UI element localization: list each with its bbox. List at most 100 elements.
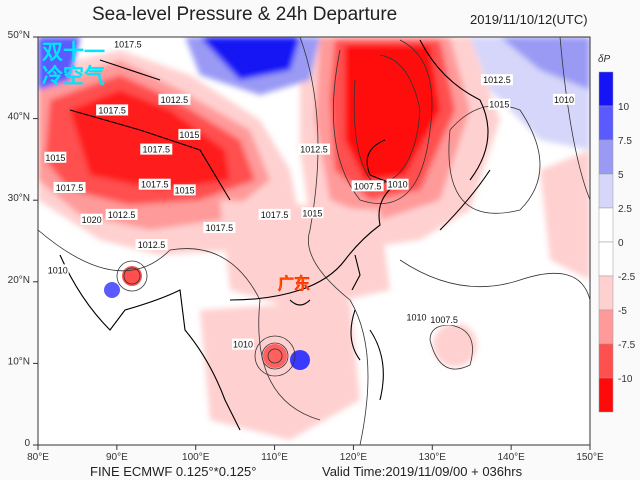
contour-label-bg — [46, 264, 69, 276]
colorbar-swatch — [598, 241, 614, 277]
contour-label-bg — [405, 311, 428, 323]
lon-tick-label: 100°E — [182, 452, 210, 463]
contour-label: 1015 — [45, 153, 65, 163]
contour-label-bg — [351, 180, 384, 192]
contour-label-bg — [488, 98, 511, 110]
region-annotation: 广东 — [278, 274, 310, 293]
colorbar-swatch — [598, 139, 614, 175]
contour-label: 1012.5 — [300, 145, 328, 155]
contour-label: 1017.5 — [261, 210, 289, 220]
contour-label: 1012.5 — [161, 95, 189, 105]
contour-label: 1015 — [489, 100, 509, 110]
departure-field: 1017.5 1012.5 1017.5 1015 1015 1017.5 1017.5 10… — [38, 37, 590, 445]
lon-tick-label: 110°E — [261, 452, 288, 463]
contour-label-bg — [80, 213, 103, 225]
colorbar-tick-label: 10 — [618, 102, 630, 113]
contour-label: 1010 — [233, 340, 253, 350]
cold-air-annotation: 双十一冷空气 — [42, 40, 105, 88]
colorbar-swatch — [598, 71, 614, 107]
contour-label: 1010 — [406, 313, 426, 323]
lat-tick-label: 10°N — [8, 356, 30, 367]
contour-label-bg — [258, 208, 291, 220]
valid-time-label: Valid Time:2019/11/09/00 + 036hrs — [322, 464, 523, 479]
lon-tick-label: 120°E — [340, 452, 368, 463]
contour-label: 1012.5 — [108, 210, 136, 220]
contour-label: 1015 — [302, 208, 322, 218]
contour-label: 1017.5 — [141, 180, 169, 190]
lon-tick-label: 90°E — [106, 452, 128, 463]
contour-label-bg — [428, 314, 461, 326]
colorbar-swatch — [598, 207, 614, 243]
positive-anomaly-spot — [290, 350, 310, 370]
positive-anomaly-spot — [104, 282, 120, 298]
colorbar: 10 7.5 5 2.5 0 -2.5 -5 -7.5 -10 — [598, 71, 636, 413]
lat-tick-label: 20°N — [8, 275, 30, 286]
analysis-datetime: 2019/11/10/12(UTC) — [470, 12, 588, 27]
contour-label-bg — [53, 181, 86, 193]
colorbar-swatch — [598, 105, 614, 141]
contour-label: 1015 — [179, 130, 199, 140]
lon-tick-label: 80°E — [27, 452, 49, 463]
lat-tick-label: 30°N — [8, 193, 30, 204]
contour-label-bg — [96, 104, 129, 116]
colorbar-tick-label: -7.5 — [618, 340, 636, 351]
colorbar-tick-label: 5 — [618, 170, 624, 181]
contour-label: 1007.5 — [354, 181, 382, 191]
contour-label-bg — [138, 178, 171, 190]
contour-label-bg — [158, 93, 191, 105]
coastlines — [59, 39, 491, 431]
contour-label-bg — [173, 184, 196, 196]
contour-label: 1012.5 — [483, 75, 511, 85]
contour-label-bg — [105, 208, 138, 220]
contour-label: 1010 — [554, 95, 574, 105]
colorbar-tick-label: 0 — [618, 238, 624, 249]
contour-label-bg — [552, 93, 575, 105]
contour-label: 1017.5 — [114, 39, 142, 49]
colorbar-label: δP — [598, 54, 611, 65]
lat-tick-label: 0 — [24, 438, 30, 449]
colorbar-tick-label: -2.5 — [618, 272, 636, 283]
colorbar-tick-label: -10 — [618, 374, 633, 385]
colorbar-swatch — [598, 343, 614, 379]
contour-label-bg — [140, 143, 173, 155]
contour-label: 1017.5 — [56, 183, 84, 193]
lon-tick-label: 130°E — [419, 452, 447, 463]
contour-label-bg — [301, 207, 324, 219]
colorbar-swatch — [598, 173, 614, 209]
colorbar-swatch — [598, 275, 614, 311]
contour-label-bg — [232, 338, 255, 350]
contour-label: 1017.5 — [98, 105, 126, 115]
contour-label: 1017.5 — [206, 223, 234, 233]
lat-tick-label: 50°N — [8, 30, 30, 41]
colorbar-tick-label: 7.5 — [618, 136, 632, 147]
contour-label: 1010 — [388, 180, 408, 190]
negative-anomaly-spot — [263, 344, 287, 368]
contour-label-bg — [480, 74, 513, 86]
isobar-contours — [38, 37, 590, 445]
contour-label-bg — [44, 151, 67, 163]
contour-label-bg — [178, 128, 201, 140]
contour-label: 1007.5 — [430, 315, 458, 325]
lon-tick-label: 140°E — [497, 452, 525, 463]
colorbar-swatch — [598, 377, 614, 413]
lat-tick-label: 40°N — [8, 112, 30, 123]
contour-label-bg — [386, 178, 409, 190]
contour-label-bg — [203, 221, 236, 233]
colorbar-swatch — [598, 309, 614, 345]
map-axes: 80°E 90°E 100°E 110°E 120°E 130°E 140°E 150°E 0 1… — [8, 30, 604, 463]
colorbar-tick-label: -5 — [618, 306, 627, 317]
contour-label-bg — [298, 143, 330, 155]
contour-label: 1020 — [82, 215, 102, 225]
model-resolution-label: FINE ECMWF 0.125°*0.125° — [90, 464, 257, 479]
chart-title: Sea-level Pressure & 24h Departure — [92, 4, 398, 25]
contour-label: 1015 — [175, 185, 195, 195]
contour-label-bg — [135, 239, 168, 251]
contour-label-bg — [111, 38, 144, 50]
contour-label: 1010 — [48, 265, 68, 275]
lon-tick-label: 150°E — [576, 452, 604, 463]
contour-label: 1012.5 — [138, 240, 166, 250]
contour-label: 1017.5 — [143, 145, 171, 155]
colorbar-tick-label: 2.5 — [618, 204, 632, 215]
